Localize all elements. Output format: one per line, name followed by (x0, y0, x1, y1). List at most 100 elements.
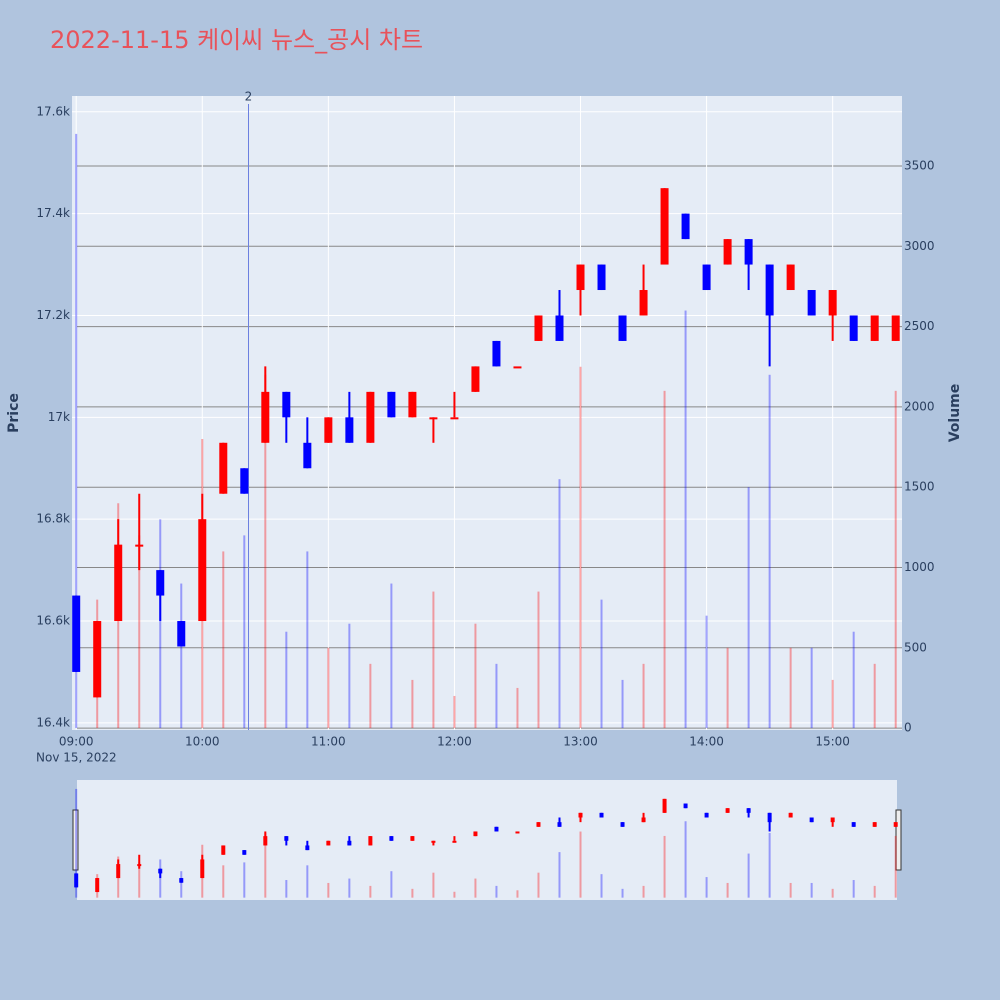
volume-bar (369, 663, 372, 729)
volume-bar (642, 885, 645, 898)
y2-tick-label: 3000 (904, 239, 935, 253)
volume-bar (390, 583, 393, 729)
y2-tick-label: 500 (904, 640, 927, 654)
range-slider[interactable] (77, 780, 897, 900)
volume-bar (894, 835, 897, 898)
volume-bar (159, 519, 162, 729)
volume-bar (705, 615, 708, 729)
candle-body (179, 878, 184, 883)
candle-body (494, 826, 499, 832)
candle-body (534, 315, 543, 341)
candle-body (746, 808, 751, 813)
candle-body (765, 264, 774, 316)
volume-bar (180, 583, 183, 729)
y2-tick-label: 1000 (904, 560, 935, 574)
candle-body (851, 822, 856, 827)
candle-body (513, 366, 522, 369)
candle-body (471, 366, 480, 392)
volume-bar (432, 591, 435, 729)
chart-title: 2022-11-15 케이씨 뉴스_공시 차트 (50, 26, 423, 54)
volume-bar (138, 535, 141, 729)
candle-body (683, 803, 688, 809)
y2-tick-label: 2500 (904, 319, 935, 333)
volume-bar (159, 859, 162, 898)
y2-tick-label: 2000 (904, 399, 935, 413)
candle-body (137, 864, 142, 867)
y-tick-label: 16.4k (36, 715, 70, 729)
candle-body (555, 315, 564, 341)
volume-bar (390, 871, 393, 898)
candle-body (870, 315, 879, 341)
candle-body (807, 290, 816, 316)
volume-bar (264, 374, 267, 729)
y2-tick-label: 3500 (904, 159, 935, 173)
candle-body (891, 315, 900, 341)
volume-bar (285, 880, 288, 898)
volume-bar (243, 862, 246, 898)
volume-bar (264, 833, 267, 898)
candle-body (599, 812, 604, 818)
candle-body (95, 878, 100, 893)
volume-bar (285, 631, 288, 729)
y2-tick-label: 0 (904, 721, 912, 735)
candle-body (387, 391, 396, 418)
volume-bar (474, 623, 477, 729)
volume-bar (579, 366, 582, 729)
candle-body (431, 840, 436, 843)
volume-bar (348, 878, 351, 898)
candle-body (597, 264, 606, 291)
range-handle[interactable] (895, 809, 902, 871)
volume-bar (537, 872, 540, 898)
candle-body (263, 836, 268, 846)
candle-body (345, 417, 354, 443)
volume-bar (852, 880, 855, 898)
volume-bar (411, 888, 414, 898)
volume-bar (894, 390, 897, 729)
candle-body (324, 417, 333, 443)
candle-body (872, 822, 877, 827)
candle-body (767, 812, 772, 823)
volume-bar (768, 833, 771, 898)
candle-body (828, 290, 837, 316)
volume-bar (327, 882, 330, 898)
volume-bar (873, 663, 876, 729)
volume-bar (138, 862, 141, 898)
volume-bar (474, 878, 477, 898)
volume-bar (600, 874, 603, 898)
candle-body (408, 391, 417, 418)
candle-body (681, 213, 690, 240)
candle-body (240, 468, 249, 494)
candle-body (723, 239, 732, 265)
volume-bar (369, 885, 372, 898)
candle-body (114, 544, 123, 622)
x-tick-label: 15:00 (815, 735, 850, 749)
candle-body (219, 442, 228, 494)
volume-bar (306, 865, 309, 898)
x-tick-label: 09:00 (59, 735, 94, 749)
candle-body (788, 812, 793, 818)
candle-body (786, 264, 795, 291)
volume-bar (663, 390, 666, 729)
volume-bar (222, 551, 225, 729)
volume-bar (768, 374, 771, 729)
candle-body (639, 290, 648, 316)
x-tick-label: 13:00 (563, 735, 598, 749)
volume-bar (453, 891, 456, 898)
candle-body (366, 391, 375, 443)
volume-bar (726, 882, 729, 898)
candle-body (473, 831, 478, 837)
range-handle[interactable] (72, 809, 79, 871)
candle-body (74, 873, 79, 888)
candle-body (450, 417, 459, 420)
volume-bar (516, 890, 519, 898)
volume-bar (747, 853, 750, 898)
volume-bar (621, 888, 624, 898)
volume-bar (495, 885, 498, 898)
candle-body (93, 621, 102, 698)
volume-bar (810, 882, 813, 898)
candle-body (368, 836, 373, 846)
candle-body (702, 264, 711, 291)
volume-bar (327, 647, 330, 729)
y-tick-label: 17.6k (36, 104, 70, 118)
